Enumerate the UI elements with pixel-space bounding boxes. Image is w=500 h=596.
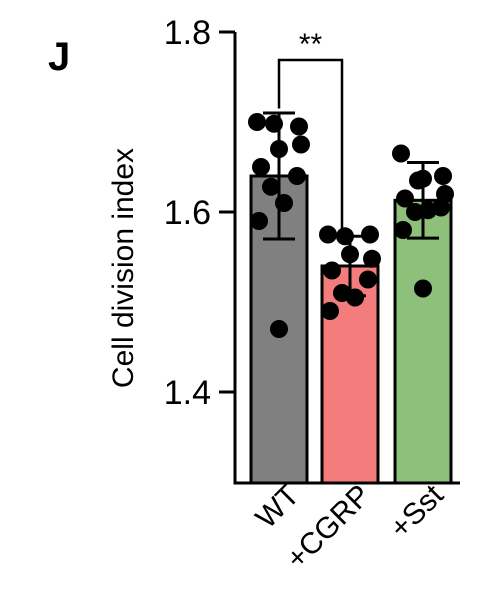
data-point-0-9 [250, 212, 268, 230]
x-tick-label-0: WT [250, 479, 306, 535]
data-point-1-1 [361, 225, 379, 244]
data-point-1-4 [363, 249, 381, 268]
significance-bracket-0 [277, 58, 344, 239]
data-point-1-6 [359, 270, 377, 289]
data-point-2-0 [392, 144, 410, 163]
x-tick-label-2: +Sst [384, 478, 451, 545]
data-point-0-4 [292, 135, 310, 154]
plot-area: 1.41.61.8WT+CGRP +Sst** [164, 14, 460, 576]
data-point-1-5 [323, 261, 341, 280]
data-point-2-9 [394, 221, 412, 239]
data-point-1-0 [319, 225, 337, 244]
data-point-2-5 [396, 189, 414, 208]
panel-letter: J [48, 35, 70, 79]
y-tick-label-2: 1.8 [164, 14, 211, 52]
bar-2 [393, 198, 453, 485]
data-point-0-5 [252, 158, 270, 176]
data-point-0-0 [248, 113, 266, 131]
data-point-0-6 [288, 167, 306, 185]
data-point-2-10 [414, 279, 432, 298]
y-axis-label: Cell division index [107, 148, 140, 388]
data-point-0-1 [290, 117, 308, 136]
y-tick-label-0: 1.4 [164, 374, 211, 412]
data-point-0-7 [262, 177, 280, 196]
data-point-1-9 [321, 302, 339, 320]
data-point-2-4 [436, 185, 454, 203]
y-tick-label-1: 1.6 [164, 194, 211, 232]
data-point-0-10 [270, 320, 288, 338]
data-point-2-1 [434, 167, 452, 185]
significance-label-0: ** [299, 28, 323, 61]
